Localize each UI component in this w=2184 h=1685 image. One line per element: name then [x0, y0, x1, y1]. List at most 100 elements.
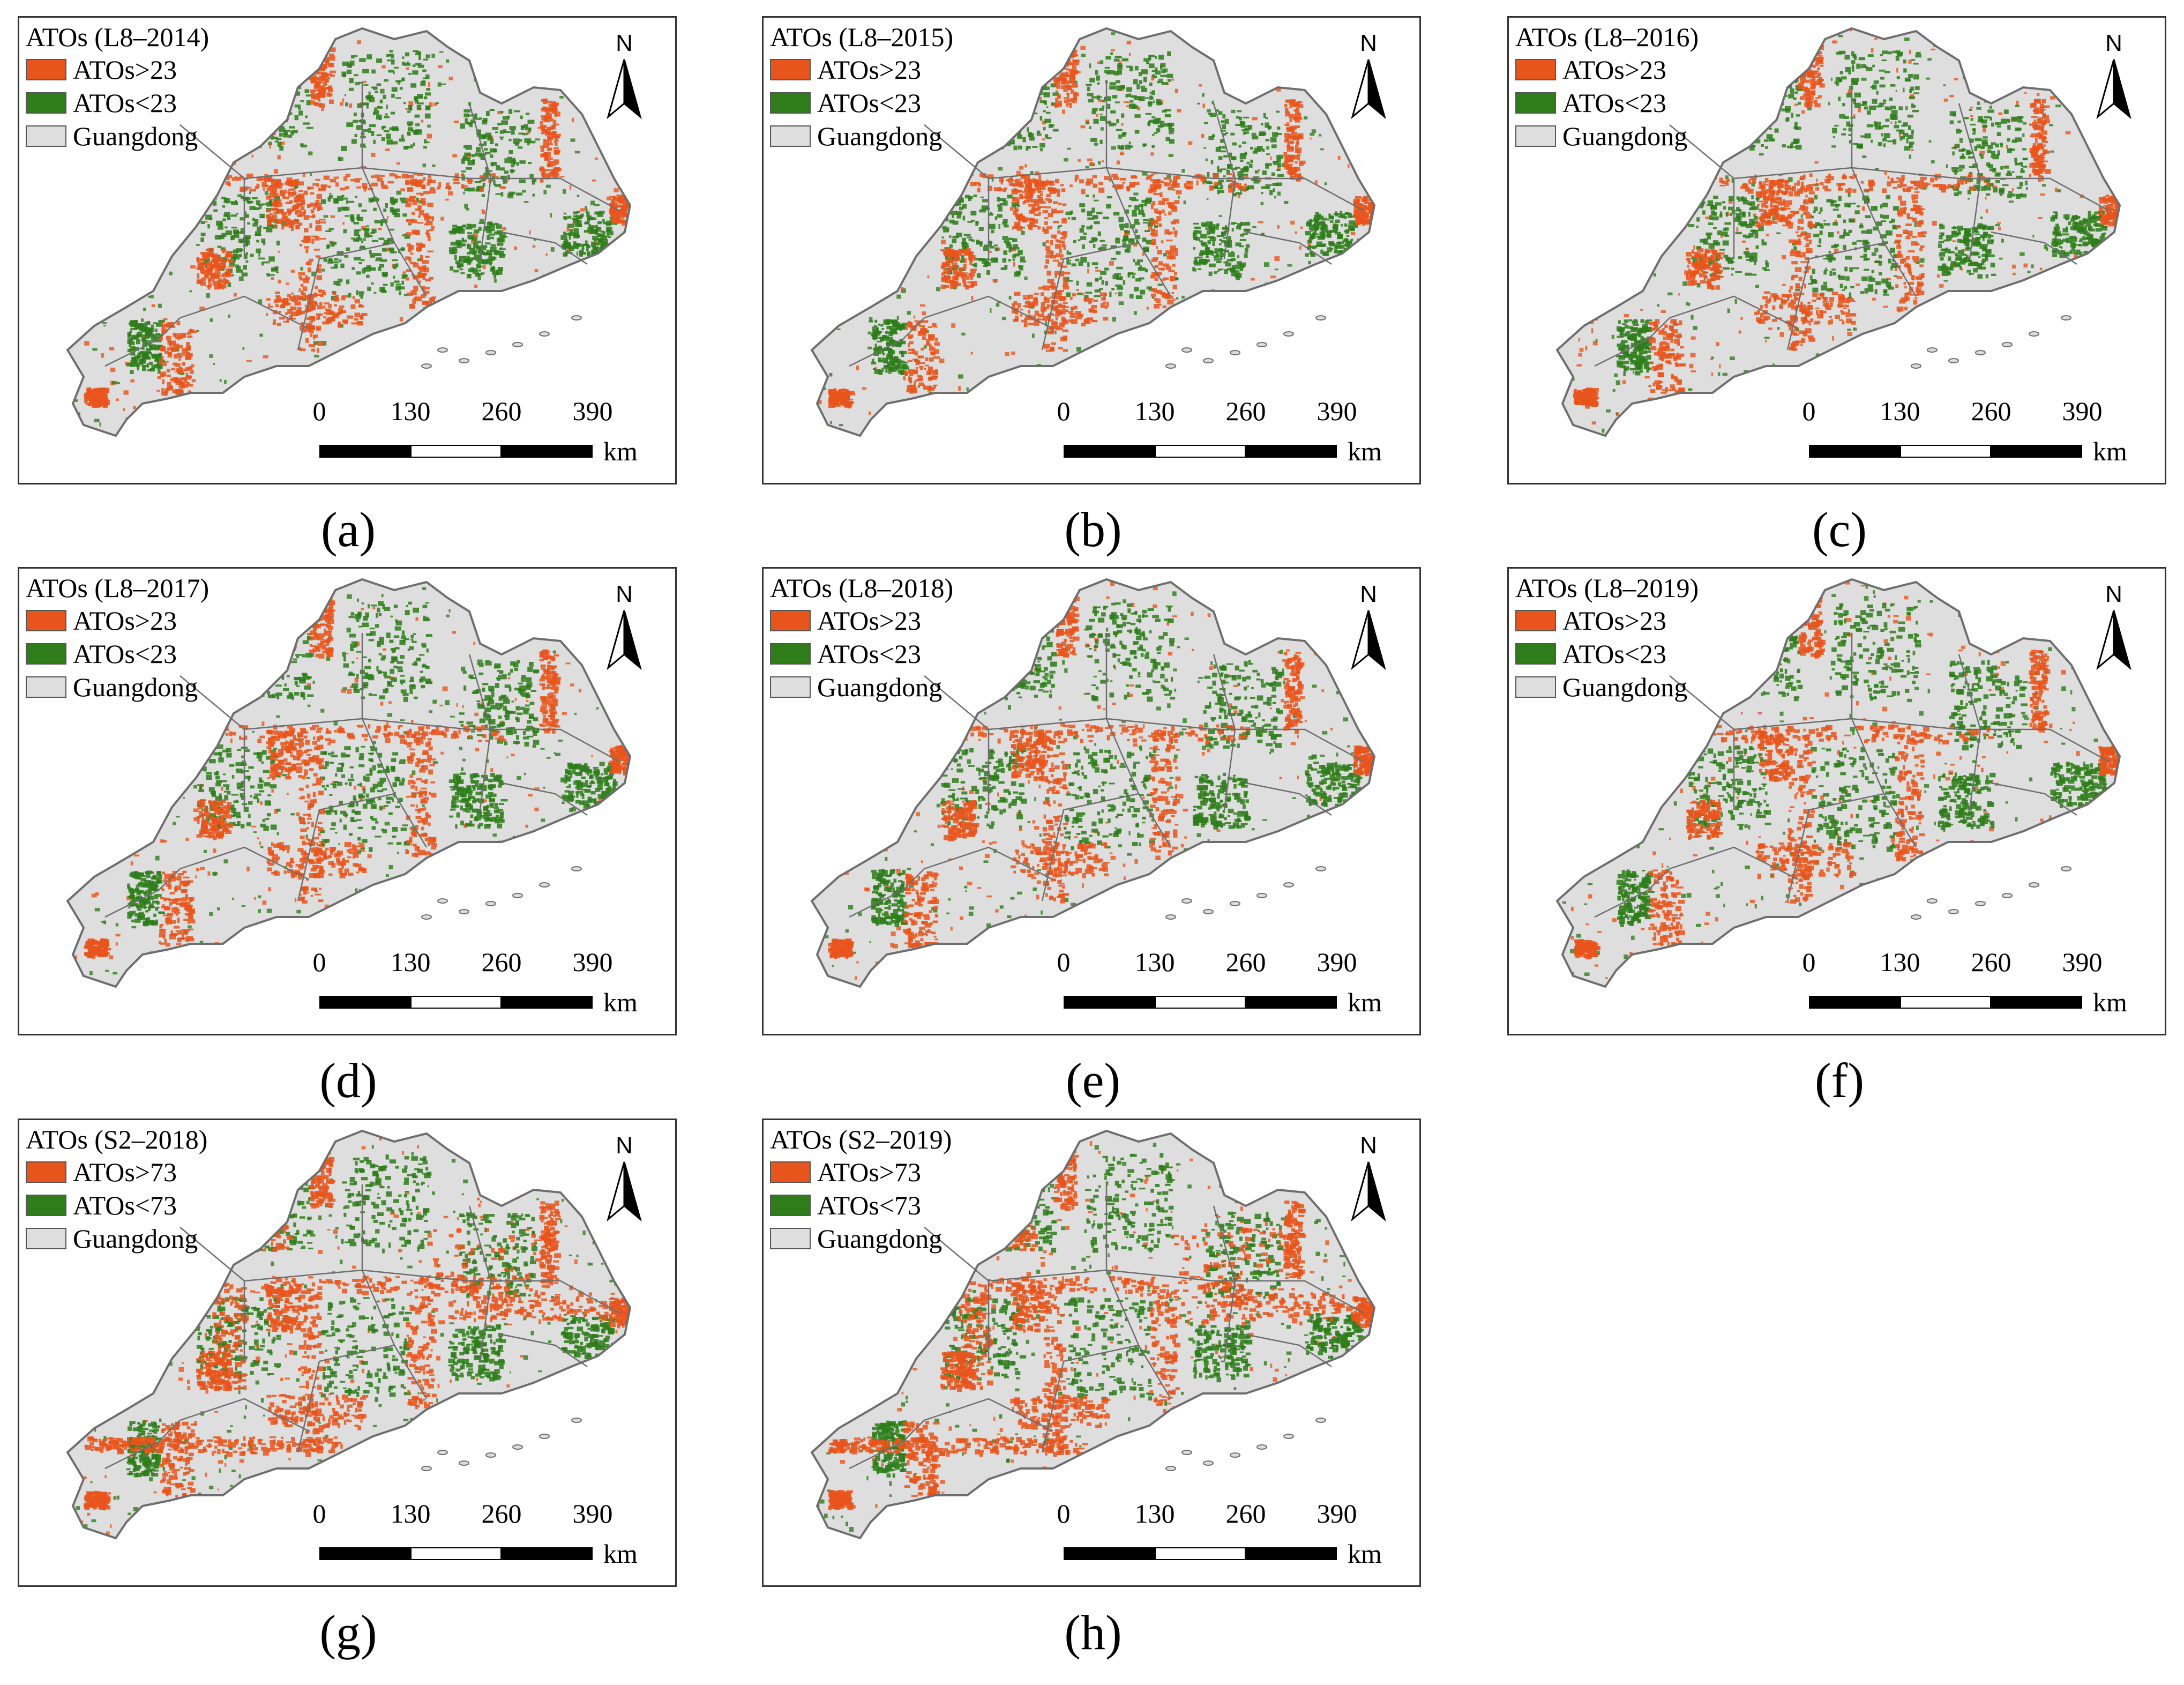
- legend-item-low: ATOs<23: [1515, 637, 1699, 670]
- legend-label-low: ATOs<23: [817, 638, 921, 669]
- legend-item-low: ATOs<23: [770, 637, 953, 670]
- scale-segment: [1064, 1547, 1155, 1560]
- region-fill: [68, 28, 630, 436]
- scale-tick-label: 260: [1226, 946, 1266, 978]
- north-label: N: [1360, 30, 1377, 56]
- scale-tick-label: 130: [1880, 946, 1920, 978]
- legend-swatch-low: [770, 643, 811, 665]
- scale-tick-label: 390: [573, 946, 613, 978]
- map-panel: ATOs (S2–2018) ATOs>73 ATOs<73 Guangdong N 0 1…: [18, 1119, 677, 1587]
- map-panel: ATOs (L8–2019) ATOs>23 ATOs<23 Guangdong N 0 1…: [1507, 567, 2166, 1035]
- guangdong-map: [1555, 27, 2121, 437]
- legend-label-low: ATOs<23: [817, 87, 921, 118]
- scale-tick-label: 390: [1317, 396, 1357, 427]
- north-label: N: [2105, 30, 2122, 56]
- map-panel: ATOs (S2–2019) ATOs>73 ATOs<73 Guangdong N 0 1…: [762, 1119, 1421, 1587]
- north-label: N: [616, 1132, 633, 1159]
- legend-swatch-high: [26, 610, 66, 631]
- guangdong-map: [810, 578, 1376, 988]
- scale-tick-label: 0: [313, 946, 326, 978]
- legend-swatch-low: [1515, 643, 1556, 665]
- legend-swatch-region: [770, 1228, 811, 1249]
- legend-item-region: Guangdong: [770, 670, 953, 704]
- legend-title: ATOs (L8–2017): [26, 572, 209, 604]
- north-arrow-icon: N: [607, 581, 642, 670]
- guangdong-map: [1555, 578, 2121, 988]
- scale-tick-label: 0: [313, 1498, 326, 1529]
- panel-caption: (c): [1812, 501, 1867, 558]
- scale-unit: km: [2093, 436, 2127, 467]
- scale-tick-label: 390: [1317, 1498, 1357, 1529]
- scale-unit: km: [603, 1538, 638, 1569]
- classification-layer: [1557, 28, 2120, 436]
- legend-label-low: ATOs<73: [73, 1190, 177, 1221]
- legend-label-high: ATOs>73: [73, 1157, 177, 1188]
- scale-tick-label: 130: [1880, 396, 1920, 427]
- scale-segment: [1064, 445, 1155, 458]
- legend-label-low: ATOs<23: [73, 638, 177, 669]
- scale-segment: [1809, 996, 1900, 1009]
- legend-item-high: ATOs>23: [26, 53, 209, 86]
- scale-bar: 0 130 260 390 km: [313, 947, 638, 1017]
- north-arrow-icon: N: [607, 1132, 642, 1222]
- scale-tick-label: 130: [391, 396, 431, 427]
- north-arrow-icon: N: [2096, 30, 2131, 120]
- legend-swatch-high: [1515, 610, 1556, 631]
- guangdong-map: [66, 1129, 632, 1540]
- scale-segment: [319, 1547, 410, 1560]
- legend: ATOs (S2–2018) ATOs>73 ATOs<73 Guangdong: [26, 1123, 207, 1255]
- scale-segment: [1246, 445, 1337, 458]
- scale-bar: 0 130 260 390 km: [1057, 947, 1382, 1017]
- scale-unit: km: [1348, 987, 1382, 1018]
- province-boundary: [1555, 578, 2121, 988]
- legend-item-region: Guangdong: [770, 1222, 952, 1255]
- scale-segment: [410, 996, 502, 1009]
- legend-item-region: Guangdong: [1515, 670, 1699, 704]
- province-boundary: [810, 1129, 1376, 1540]
- scale-tick-label: 130: [391, 1498, 431, 1529]
- legend-label-high: ATOs>23: [817, 605, 921, 636]
- panel-caption: (b): [1064, 501, 1121, 558]
- scale-tick-label: 0: [313, 396, 326, 427]
- legend-label-region: Guangdong: [73, 1223, 198, 1254]
- legend-title: ATOs (L8–2016): [1515, 21, 1699, 53]
- scale-tick-label: 0: [1057, 1498, 1071, 1529]
- panel-caption: (g): [319, 1604, 377, 1661]
- legend-item-low: ATOs<23: [26, 86, 209, 120]
- legend-swatch-high: [26, 1161, 66, 1183]
- scale-segment: [502, 996, 593, 1009]
- province-boundary: [810, 578, 1376, 988]
- scale-bar: 0 130 260 390 km: [1057, 396, 1382, 466]
- legend-label-low: ATOs<23: [1562, 87, 1666, 118]
- scale-tick-label: 130: [1135, 396, 1175, 427]
- legend-title: ATOs (L8–2018): [770, 572, 953, 604]
- scale-segment: [1155, 1547, 1246, 1560]
- scale-tick-label: 260: [1971, 946, 2011, 978]
- map-panel: ATOs (L8–2017) ATOs>23 ATOs<23 Guangdong N 0 1…: [18, 567, 677, 1035]
- legend-item-high: ATOs>73: [770, 1155, 952, 1189]
- guangdong-map: [810, 1129, 1376, 1540]
- province-boundary: [66, 578, 632, 988]
- scale-unit: km: [2093, 987, 2127, 1018]
- scale-segment: [1900, 996, 1991, 1009]
- legend: ATOs (L8–2016) ATOs>23 ATOs<23 Guangdong: [1515, 21, 1699, 153]
- scale-tick-label: 130: [1135, 946, 1175, 978]
- legend-swatch-low: [26, 1195, 66, 1216]
- scale-segment: [1246, 996, 1337, 1009]
- legend-swatch-high: [1515, 59, 1556, 80]
- scale-bar: 0 130 260 390 km: [1802, 947, 2127, 1017]
- panel-caption: (a): [321, 501, 376, 558]
- legend: ATOs (S2–2019) ATOs>73 ATOs<73 Guangdong: [770, 1123, 952, 1255]
- legend-label-high: ATOs>23: [1562, 54, 1666, 85]
- legend-label-low: ATOs<23: [1562, 638, 1666, 669]
- legend-swatch-low: [1515, 92, 1556, 114]
- legend-label-high: ATOs>23: [73, 54, 177, 85]
- scale-segment: [1900, 445, 1991, 458]
- legend-swatch-high: [770, 1161, 811, 1183]
- scale-tick-label: 260: [1971, 396, 2011, 427]
- legend-item-high: ATOs>23: [26, 604, 209, 637]
- north-arrow-icon: N: [1351, 581, 1386, 670]
- legend-swatch-high: [770, 610, 811, 631]
- legend-item-low: ATOs<23: [1515, 86, 1699, 120]
- legend-title: ATOs (L8–2019): [1515, 572, 1699, 604]
